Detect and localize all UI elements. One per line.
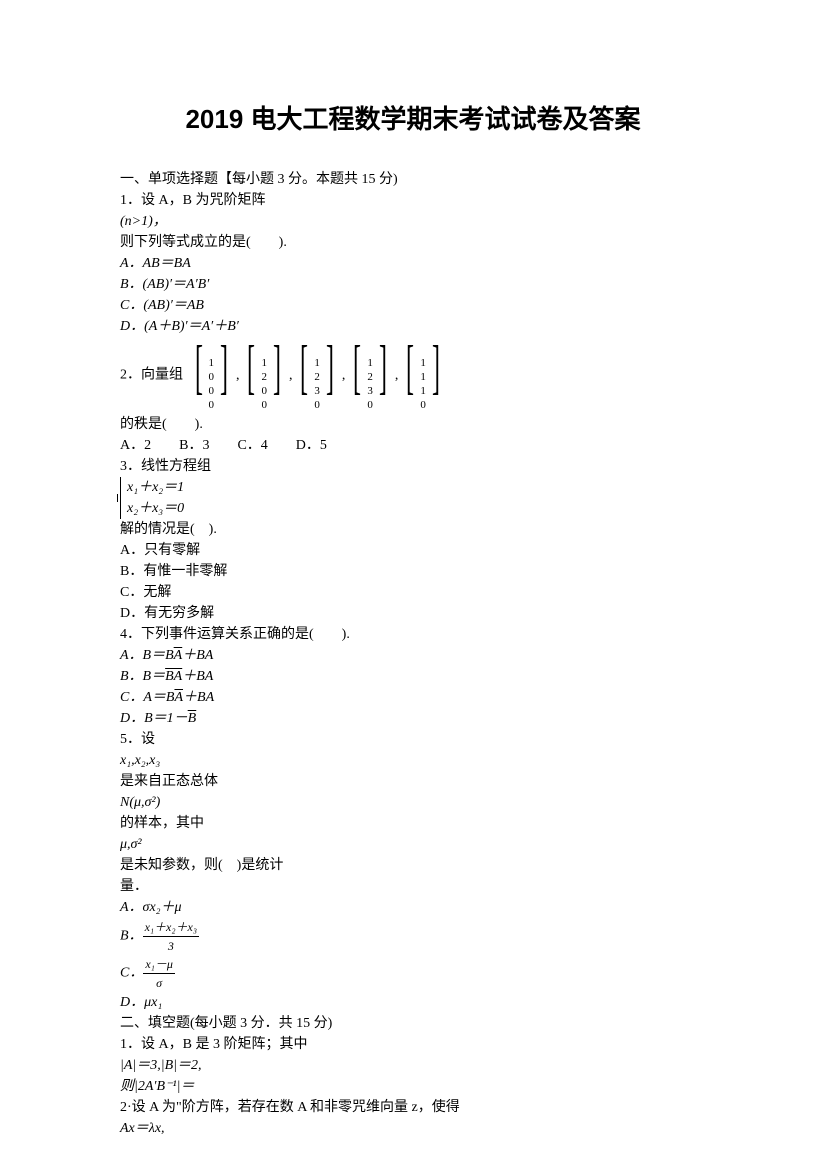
q3-stem2: 解的情况是( ). bbox=[120, 519, 706, 540]
q4-stem: 4．下列事件运算关系正确的是( ). bbox=[120, 624, 706, 645]
q5-optA: A．σx₂＋μ bbox=[120, 897, 706, 918]
q5-optC: C．x₁－μσ bbox=[120, 955, 706, 992]
q1-cond: (n>1)， bbox=[120, 211, 706, 232]
q3-stem: 3．线性方程组 bbox=[120, 456, 706, 477]
q3-eq2: x₂＋x₃＝0 bbox=[127, 501, 184, 516]
q5-optD: D．μx₁ bbox=[120, 992, 706, 1013]
s2q1-stem: 1．设 A，B 是 3 阶矩阵；其中 bbox=[120, 1034, 706, 1055]
page-title: 2019 电大工程数学期末考试试卷及答案 bbox=[120, 100, 706, 139]
q1-optB: B．(AB)′＝A′B′ bbox=[120, 274, 706, 295]
q5-vars: x₁,x₂,x₃ bbox=[120, 750, 706, 771]
s2q2-eq: Ax＝λx, bbox=[120, 1118, 706, 1139]
q3-optC: C．无解 bbox=[120, 582, 706, 603]
q3-optD: D．有无穷多解 bbox=[120, 603, 706, 624]
q1-stem1: 1．设 A，B 为咒阶矩阵 bbox=[120, 190, 706, 211]
s2q1-ask: 则|2A′B⁻¹|＝ bbox=[120, 1076, 706, 1097]
q4-optA: A．B＝BA＋BA bbox=[120, 645, 706, 666]
q5-stem: 5．设 bbox=[120, 729, 706, 750]
q4-optB: B．B＝BA＋BA bbox=[120, 666, 706, 687]
q5-params: μ,σ² bbox=[120, 834, 706, 855]
q2-stem: 的秩是( ). bbox=[120, 414, 706, 435]
s2q2-stem: 2·设 A 为"阶方阵，若存在数 A 和非零咒维向量 z，使得 bbox=[120, 1097, 706, 1118]
q5-optB: B．x₁＋x₂＋x₃3 bbox=[120, 918, 706, 955]
q1-stem2: 则下列等式成立的是( ). bbox=[120, 232, 706, 253]
section2-header: 二、填空题(每小题 3 分．共 15 分) bbox=[120, 1013, 706, 1034]
q4-optD: D．B＝1－B bbox=[120, 708, 706, 729]
q2-label: 2．向量组 bbox=[120, 368, 183, 383]
q3-cases: x₁＋x₂＝1 x₂＋x₃＝0 bbox=[120, 477, 706, 519]
q5-stem3: 的样本，其中 bbox=[120, 813, 706, 834]
q3-optA: A．只有零解 bbox=[120, 540, 706, 561]
q1-optA: A．AB＝BA bbox=[120, 253, 706, 274]
q5-stem5: 量． bbox=[120, 876, 706, 897]
q1-optC: C．(AB)′＝AB bbox=[120, 295, 706, 316]
q3-eq1: x₁＋x₂＝1 bbox=[127, 480, 184, 495]
q5-stem4: 是未知参数，则( )是统计 bbox=[120, 855, 706, 876]
q2-row: 2．向量组 [1000], [1200], [1230], [1230], [1… bbox=[120, 337, 706, 414]
q2-opts: A．2 B．3 C．4 D．5 bbox=[120, 435, 706, 456]
q2-vectors: [1000], [1200], [1230], [1230], [1110] bbox=[187, 337, 448, 414]
q3-optB: B．有惟一非零解 bbox=[120, 561, 706, 582]
s2q1-cond: |A|＝3,|B|＝2, bbox=[120, 1055, 706, 1076]
section1-header: 一、单项选择题【每小题 3 分。本题共 15 分) bbox=[120, 169, 706, 190]
q5-stem2: 是来自正态总体 bbox=[120, 771, 706, 792]
q4-optC: C．A＝BA＋BA bbox=[120, 687, 706, 708]
q5-dist: N(μ,σ²) bbox=[120, 792, 706, 813]
